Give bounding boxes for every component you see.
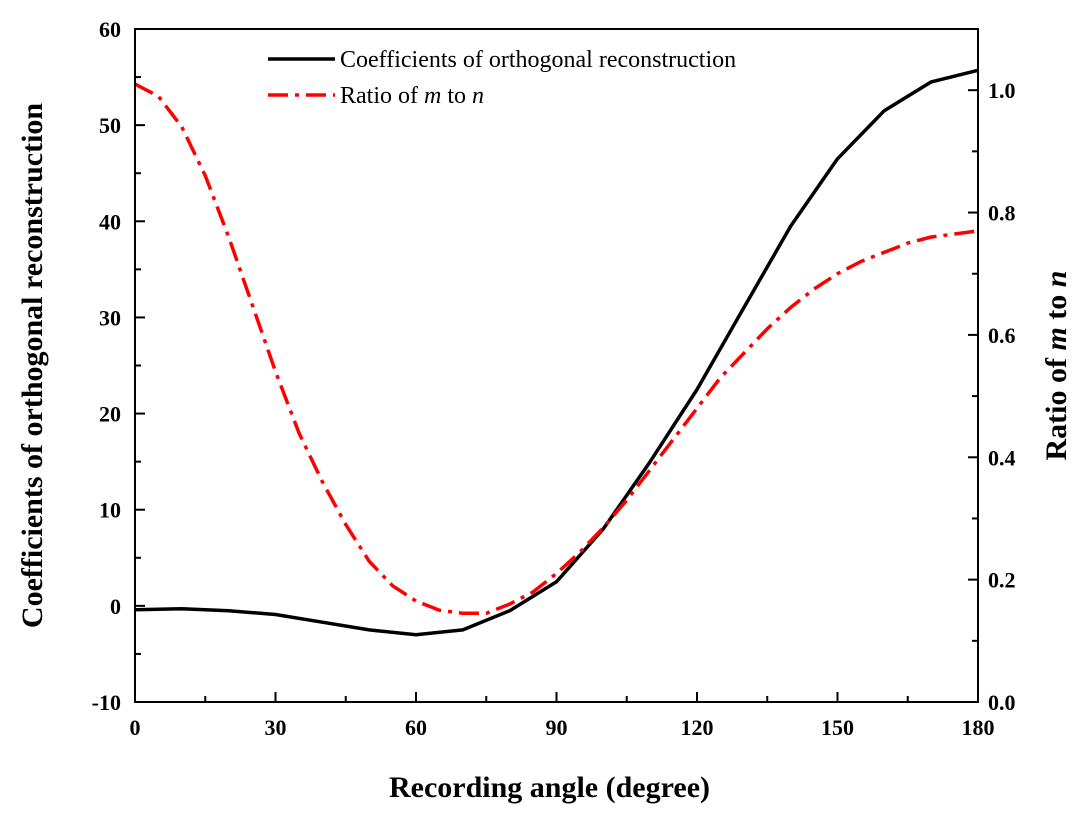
legend: Coefficients of orthogonal reconstructio… bbox=[268, 47, 736, 109]
y-left-tick-label: 20 bbox=[99, 402, 121, 427]
y-right-tick-label: 1.0 bbox=[988, 78, 1016, 103]
series-line-coefficients bbox=[134, 68, 979, 637]
y-left-tick-label: 40 bbox=[99, 209, 121, 234]
x-tick-label: 120 bbox=[681, 715, 714, 740]
y-right-tick-label: 0.6 bbox=[988, 323, 1016, 348]
series-line-ratio bbox=[134, 82, 979, 616]
plot-frame bbox=[134, 28, 979, 703]
labels-layer: 0 30 60 90 120 150 180 -10 0 10 20 30 40 50 60 0.0 0.2 0.… bbox=[92, 17, 1016, 740]
x-axis-title: Recording angle (degree) bbox=[389, 771, 710, 804]
y-left-tick-label: 10 bbox=[99, 498, 121, 523]
x-tick-label: 150 bbox=[821, 715, 854, 740]
y-left-tick-label: 60 bbox=[99, 17, 121, 42]
y-left-tick-label: -10 bbox=[92, 690, 121, 715]
y-left-tick-label: 30 bbox=[99, 305, 121, 330]
x-tick-label: 30 bbox=[265, 715, 287, 740]
y-right-tick-label: 0.2 bbox=[988, 568, 1016, 593]
x-tick-label: 0 bbox=[130, 715, 141, 740]
y-right-tick-label: 0.0 bbox=[988, 690, 1016, 715]
legend-label-ratio: Ratio of m to n bbox=[340, 83, 484, 109]
y-axis-left-title: Coefficients of orthogonal reconstructio… bbox=[16, 103, 49, 629]
y-left-tick-label: 0 bbox=[110, 594, 121, 619]
ticks-layer bbox=[134, 28, 979, 703]
x-tick-label: 180 bbox=[962, 715, 995, 740]
x-tick-label: 90 bbox=[546, 715, 568, 740]
series-layer bbox=[134, 68, 979, 637]
y-right-tick-label: 0.4 bbox=[988, 445, 1016, 470]
legend-label-coefficients: Coefficients of orthogonal reconstructio… bbox=[340, 47, 736, 73]
x-tick-label: 60 bbox=[405, 715, 427, 740]
y-right-tick-label: 0.8 bbox=[988, 201, 1016, 226]
y-axis-right-title: Ratio of m to n bbox=[1040, 270, 1073, 460]
y-left-tick-label: 50 bbox=[99, 113, 121, 138]
